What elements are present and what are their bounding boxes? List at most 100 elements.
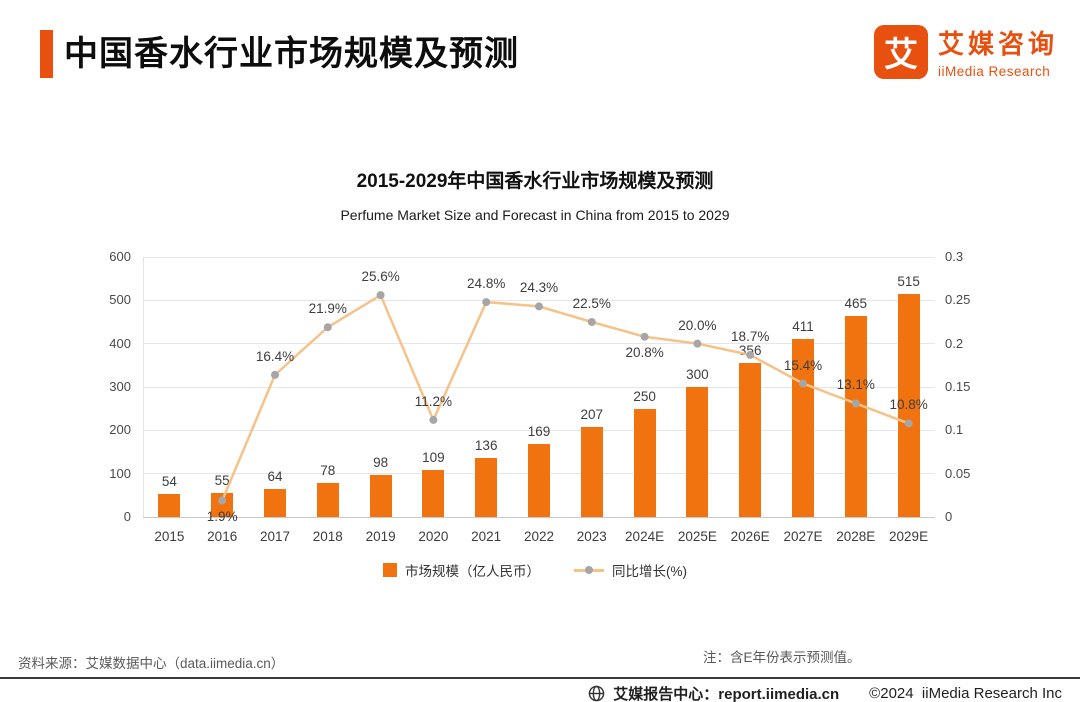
y-right-tick-label: 0 <box>945 509 953 524</box>
growth-value-label: 20.0% <box>678 317 717 333</box>
growth-value-label: 21.9% <box>308 301 347 317</box>
gridline <box>143 386 935 388</box>
growth-value-label: 18.7% <box>731 328 770 344</box>
gridline <box>143 299 935 301</box>
y-right-tick-label: 0.05 <box>945 465 971 481</box>
x-tick-label: 2024E <box>625 529 665 544</box>
y-axis-right: 0 0.05 0.1 0.15 0.2 0.25 0.3 <box>945 249 1005 524</box>
iimedia-logo-text: 艾媒咨询 iiMedia Research <box>938 24 1058 79</box>
bar-series-swatch-icon <box>383 563 397 577</box>
y-left-tick-label: 100 <box>109 465 131 481</box>
bar-value-label: 55 <box>214 473 230 489</box>
bar-value-label: 78 <box>320 463 336 479</box>
bar-value-label: 169 <box>527 423 551 439</box>
bar-value-label: 465 <box>844 295 868 311</box>
growth-line-marker <box>323 323 332 332</box>
logo-name-cn: 艾媒咨询 <box>937 29 1058 59</box>
x-tick-label: 2022 <box>523 529 554 544</box>
bar <box>264 489 286 517</box>
growth-value-label: 20.8% <box>625 344 664 360</box>
growth-line-marker <box>746 350 755 359</box>
line-series-swatch-icon <box>574 566 604 574</box>
x-tick-label: 2019 <box>365 529 396 544</box>
bar <box>211 493 234 517</box>
report-center-globe-icon <box>588 685 605 702</box>
bar <box>739 362 762 517</box>
forecast-note-text: 注：含E年份表示预测值。 <box>703 650 861 665</box>
growth-line-marker <box>851 399 860 408</box>
legend-label-growth: 同比增长(%) <box>612 564 687 579</box>
bar-value-label: 136 <box>474 438 498 454</box>
bar <box>633 408 656 517</box>
y-left-tick-label: 0 <box>123 509 131 524</box>
bar <box>369 474 392 517</box>
bar-value-label: 250 <box>633 388 656 404</box>
x-tick-label: 2021 <box>471 529 502 544</box>
bar <box>475 458 498 517</box>
y-right-tick-label: 0.3 <box>945 249 964 264</box>
gridline <box>143 256 935 258</box>
y-left-tick-label: 600 <box>109 249 131 264</box>
growth-value-label: 24.8% <box>467 276 506 292</box>
x-tick-label: 2017 <box>259 529 291 544</box>
growth-line-marker <box>482 298 491 307</box>
x-tick-label: 2028E <box>836 529 876 544</box>
x-tick-label: 2026E <box>730 529 770 544</box>
bar <box>844 315 867 517</box>
iimedia-logo: 艾 艾媒咨询 iiMedia Research <box>873 24 1058 79</box>
chart-title: 2015-2029年中国香水行业市场规模及预测 <box>356 171 714 192</box>
y-left-tick-label: 400 <box>109 335 131 351</box>
x-tick-label: 2023 <box>576 529 607 544</box>
x-tick-label: 2020 <box>418 529 449 544</box>
x-axis: 2015 2016 2017 2018 2019 2020 2021 2022 2023 2024… <box>143 529 935 544</box>
growth-value-label: 25.6% <box>361 269 400 285</box>
growth-line-marker <box>429 415 438 424</box>
legend-label-market-size: 市场规模（亿人民币） <box>405 564 540 579</box>
growth-line-marker <box>376 291 385 300</box>
growth-line-marker <box>535 302 543 311</box>
bar <box>316 483 339 517</box>
y-left-tick-label: 300 <box>109 379 131 394</box>
gridline <box>143 343 935 345</box>
bar-value-label: 207 <box>580 407 604 423</box>
legend-item-growth: 同比增长(%) <box>574 560 687 580</box>
growth-value-label: 1.9% <box>206 508 238 524</box>
growth-line-marker <box>587 318 596 326</box>
bar <box>528 443 550 517</box>
plot-area: 54 55 64 78 98 109 136 169 207 250 300 356 411 465 515… <box>143 256 935 524</box>
growth-line <box>218 291 913 505</box>
x-tick-label: 2029E <box>889 529 929 544</box>
bar-value-label: 109 <box>422 449 445 465</box>
x-tick-label: 2016 <box>207 529 238 544</box>
y-left-tick-label: 200 <box>109 422 131 438</box>
bar <box>792 338 814 517</box>
y-left-tick-label: 500 <box>109 292 131 308</box>
growth-value-label: 15.4% <box>783 357 823 373</box>
bar-value-label: 54 <box>161 473 177 489</box>
growth-line-marker <box>218 496 227 505</box>
bar-value-label: 411 <box>792 318 814 334</box>
logo-name-en: iiMedia Research <box>937 64 1051 79</box>
bar <box>686 387 709 517</box>
y-axis-left: 0 100 200 300 400 500 600 <box>60 249 131 524</box>
y-right-tick-label: 0.2 <box>945 335 964 351</box>
title-accent-bar <box>40 30 53 78</box>
bar-value-label: 64 <box>267 469 283 485</box>
bar-value-label: 98 <box>373 454 389 470</box>
copyright-text: ©2024 iiMedia Research Inc <box>869 685 1062 702</box>
line-series-marker-icon <box>585 566 593 574</box>
growth-line-marker <box>904 419 913 428</box>
page-title: 中国香水行业市场规模及预测 <box>64 35 519 73</box>
bar <box>158 493 181 517</box>
bar <box>897 293 920 517</box>
x-tick-label: 2018 <box>312 529 343 544</box>
bar <box>422 469 445 517</box>
y-right-tick-label: 0.1 <box>945 422 964 438</box>
growth-line-marker <box>693 339 702 348</box>
growth-value-label: 10.8% <box>889 397 928 413</box>
bar-value-label: 300 <box>686 367 709 382</box>
legend-item-market-size: 市场规模（亿人民币） <box>383 560 540 580</box>
bar-value-label: 515 <box>897 273 920 289</box>
growth-value-label: 16.4% <box>255 348 295 364</box>
data-source-text: 资料来源：艾媒数据中心（data.iimedia.cn） <box>18 656 285 671</box>
